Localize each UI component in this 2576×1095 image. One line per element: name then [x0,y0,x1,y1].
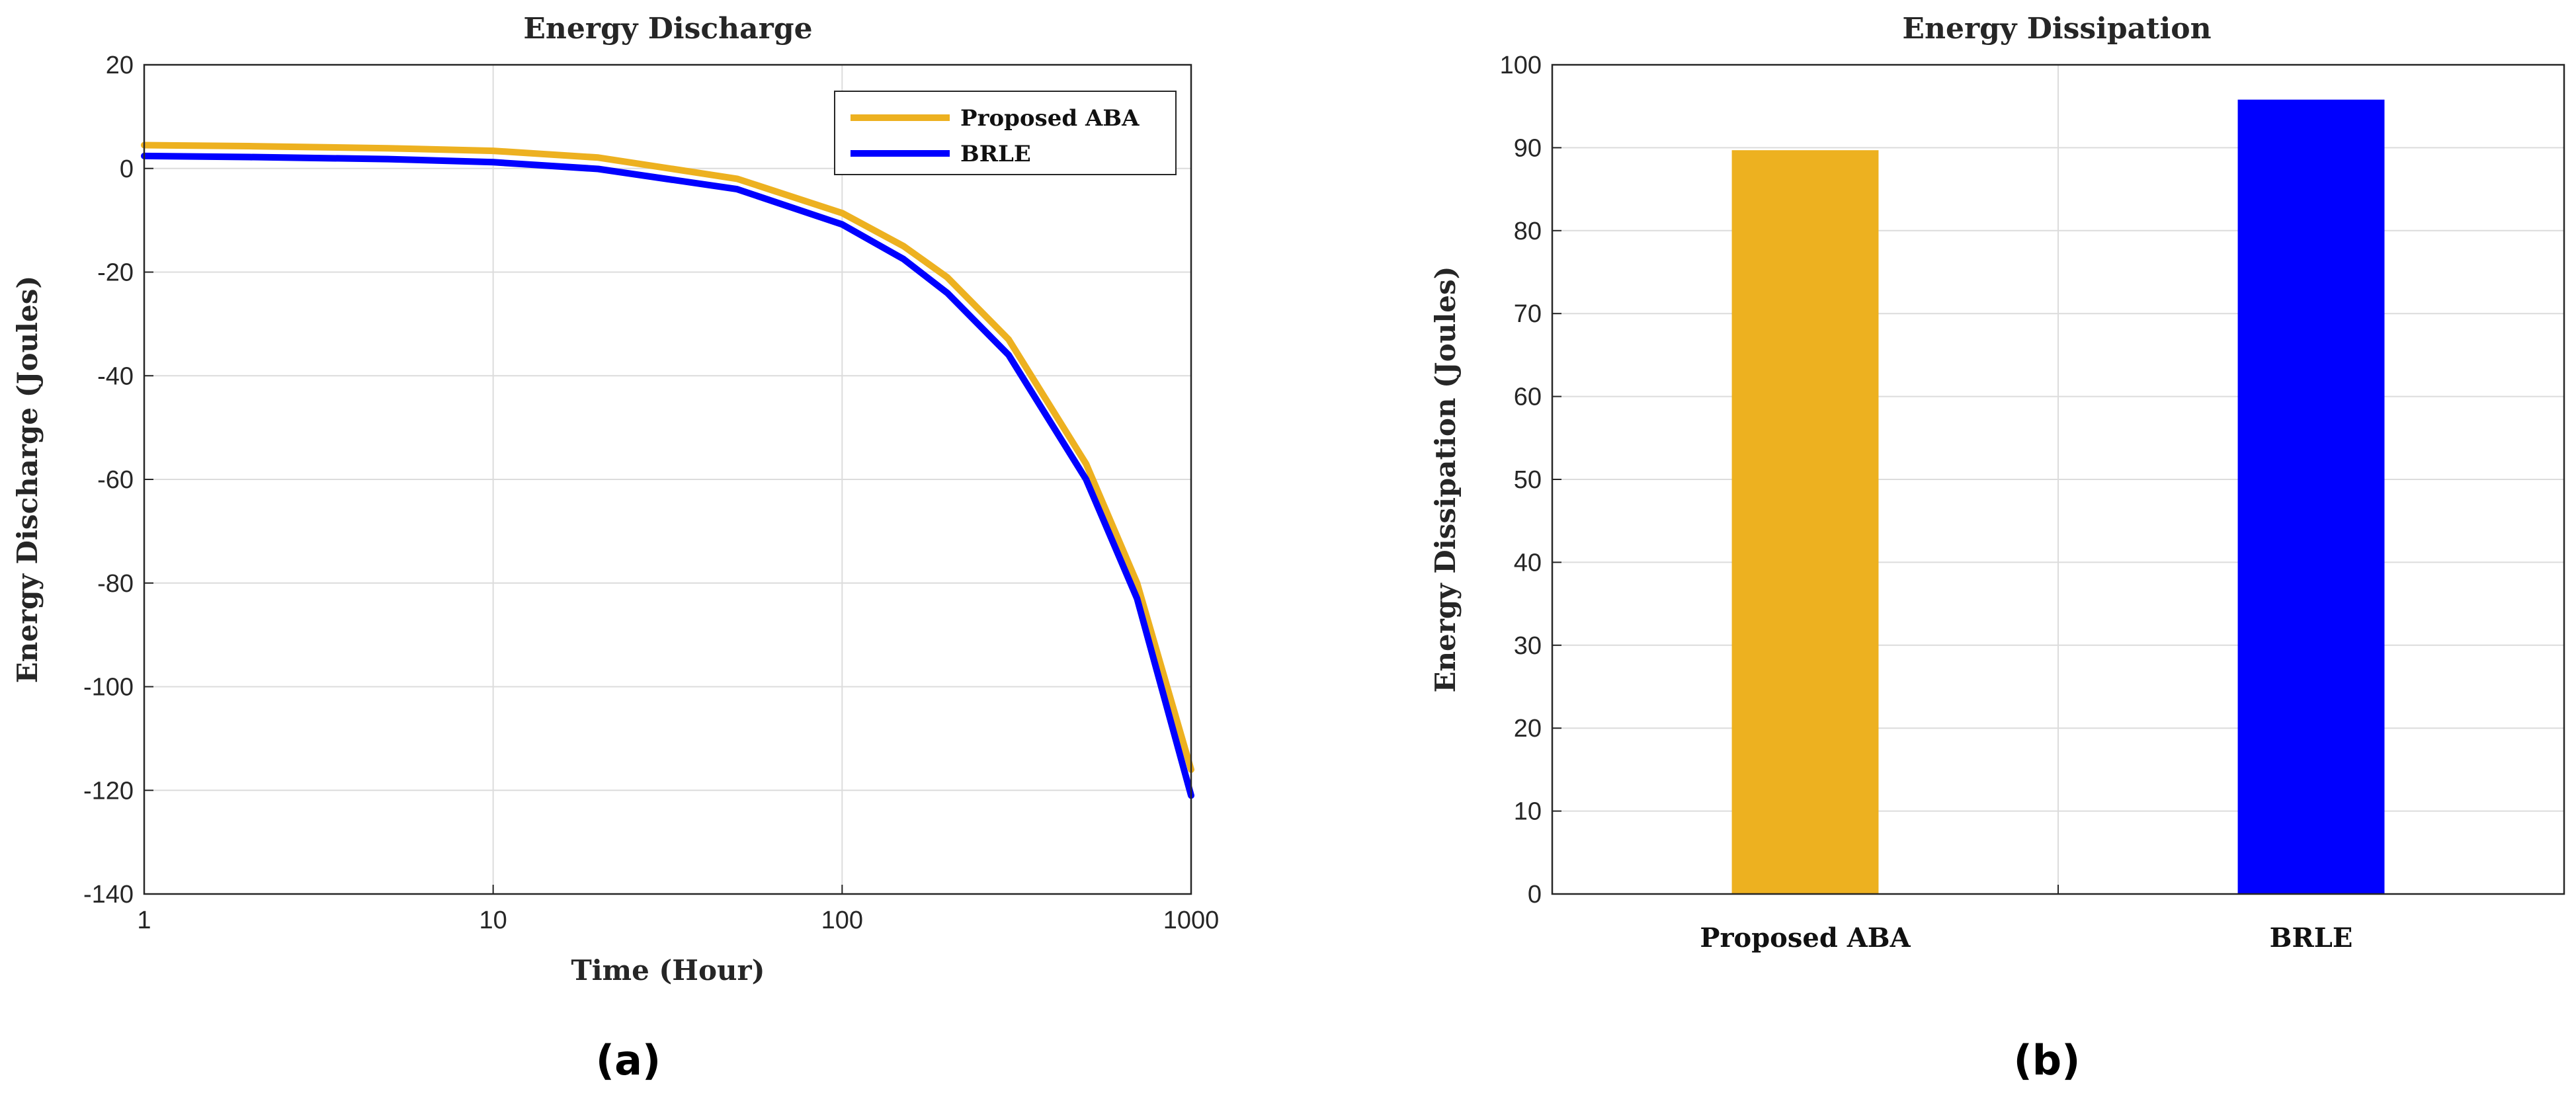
y-tick-label: 10 [1514,798,1542,826]
y-tick-label: 0 [120,155,134,183]
y-tick-label: -140 [83,881,134,909]
chart-b-grid [1552,64,2564,895]
y-tick-label: 20 [106,52,134,79]
chart-a-grid [144,64,1192,895]
y-tick-label: 40 [1514,549,1542,577]
y-tick-label: 80 [1514,218,1542,245]
chart-a-series [141,142,1194,799]
y-tick-label: 60 [1514,384,1542,411]
chart-a-ylabel: Energy Discharge (Joules) [11,276,44,683]
chart-a-tick-labels: -140 -120 -100 -80 -60 -40 -20 0 20 1 10 100 1000 [83,52,1219,934]
panel-label-b: (b) [2013,1036,2080,1084]
y-tick-label: 20 [1514,715,1542,743]
category-label: Proposed ABA [1700,922,1911,953]
y-tick-label: -80 [97,570,134,598]
y-tick-label: -20 [97,259,134,287]
energy-dissipation-chart: Energy Dissipation 0 10 20 30 40 50 60 70 80 90 10… [1429,12,2565,1084]
category-label: BRLE [2270,922,2353,953]
y-tick-label: 90 [1514,134,1542,162]
chart-b-ylabel: Energy Dissipation (Joules) [1429,266,1462,692]
y-tick-label: 70 [1514,300,1542,328]
chart-b-bars [1731,99,2385,895]
y-tick-label: -60 [97,466,134,494]
x-tick-label: 100 [821,907,863,934]
y-tick-label: -40 [97,362,134,390]
chart-b-title: Energy Dissipation [1902,12,2211,46]
chart-b-axes-box [1551,63,2565,895]
chart-b-tick-labels: 0 10 20 30 40 50 60 70 80 90 100 Proposed ABA BRLE [1500,52,2353,953]
legend-label-brle: BRLE [960,141,1031,167]
x-tick-label: 1000 [1163,907,1220,934]
y-tick-label: 0 [1528,881,1542,909]
chart-a-title: Energy Discharge [523,12,812,46]
legend-label-proposed-aba: Proposed ABA [960,105,1140,132]
x-tick-label: 1 [137,907,151,934]
y-tick-label: 100 [1500,52,1542,79]
y-tick-label: 50 [1514,466,1542,494]
series-line-proposed-aba [141,142,1194,773]
series-line-brle [141,152,1194,799]
y-tick-label: 30 [1514,632,1542,660]
bar-brle [2237,99,2385,895]
y-tick-label: -100 [83,674,134,702]
panel-label-a: (a) [596,1036,661,1084]
bar-proposed-aba [1731,150,1879,895]
x-tick-label: 10 [479,907,507,934]
legend-box [834,91,1177,175]
energy-discharge-chart: Energy Discharge -140 -120 -100 -80 -60 -40 -2… [11,12,1219,1084]
chart-a-legend: Proposed ABA BRLE [834,91,1177,175]
chart-a-axes-box [143,63,1192,895]
chart-a-xlabel: Time (Hour) [571,954,765,987]
y-tick-label: -120 [83,777,134,805]
